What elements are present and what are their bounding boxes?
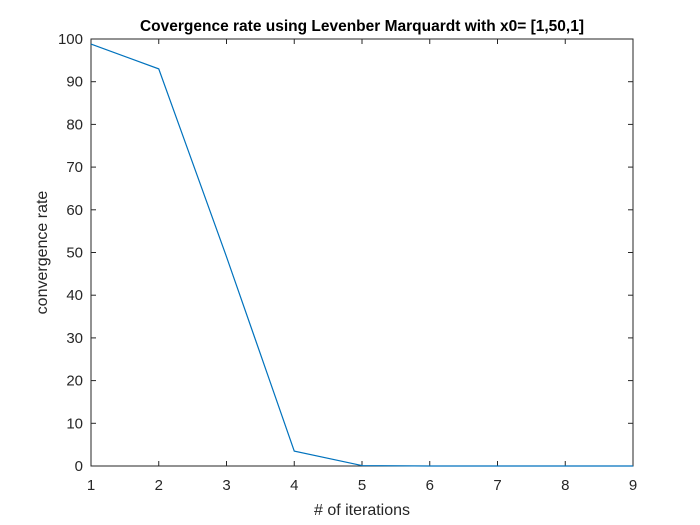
y-axis-label: convergence rate	[34, 191, 51, 315]
x-axis-label: # of iterations	[314, 502, 410, 519]
x-tick-label: 1	[87, 477, 95, 494]
y-axis: 0 10 20 30 40 50 60 70 80 90 100	[58, 31, 633, 475]
y-tick-label: 100	[58, 31, 83, 48]
plot-area	[90, 38, 634, 467]
y-tick-label: 70	[66, 159, 83, 176]
x-tick-label: 5	[358, 477, 366, 494]
y-tick-label: 50	[66, 245, 83, 262]
y-tick-label: 40	[66, 287, 83, 304]
series-layer	[90, 43, 633, 467]
x-tick-label: 2	[155, 477, 163, 494]
x-axis: 1 2 3 4 5 6 7 8 9	[87, 39, 637, 494]
chart-title: Covergence rate using Levenber Marquardt…	[140, 18, 584, 35]
x-tick-label: 8	[561, 477, 569, 494]
x-tick-label: 9	[629, 477, 637, 494]
y-tick-label: 10	[66, 415, 83, 432]
x-tick-label: 4	[290, 477, 298, 494]
series-line	[90, 43, 633, 467]
y-tick-label: 80	[66, 116, 83, 133]
x-tick-label: 7	[493, 477, 501, 494]
y-tick-label: 60	[66, 202, 83, 219]
y-tick-label: 90	[66, 74, 83, 91]
x-tick-label: 6	[426, 477, 434, 494]
x-tick-label: 3	[222, 477, 230, 494]
y-tick-label: 30	[66, 330, 83, 347]
y-tick-label: 20	[66, 373, 83, 390]
y-tick-label: 0	[75, 458, 83, 475]
